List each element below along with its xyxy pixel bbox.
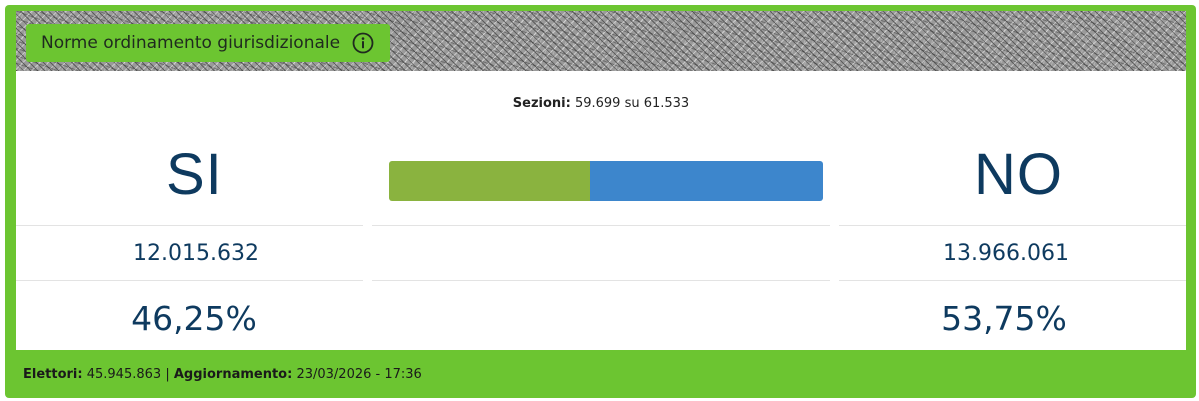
divider <box>839 280 1186 281</box>
bar-si-segment <box>389 161 590 201</box>
divider <box>16 280 363 281</box>
elettori-value: 45.945.863 <box>86 367 162 382</box>
bar-no-segment <box>589 161 823 201</box>
si-percent: 46,25% <box>131 299 257 338</box>
info-icon[interactable] <box>352 32 374 54</box>
divider <box>372 225 830 226</box>
divider <box>839 225 1186 226</box>
sezioni-value: 59.699 su 61.533 <box>574 96 690 111</box>
divider <box>372 280 830 281</box>
no-label: NO <box>974 142 1063 207</box>
elettori-label: Elettori: <box>23 367 83 382</box>
footer-separator: | <box>165 367 170 382</box>
no-votes: 13.966.061 <box>943 241 1069 266</box>
si-votes: 12.015.632 <box>133 241 259 266</box>
no-percent: 53,75% <box>941 299 1067 338</box>
card-header: Norme ordinamento giurisdizionale <box>16 11 1186 71</box>
referendum-title: Norme ordinamento giurisdizionale <box>41 33 341 53</box>
referendum-result-card: Norme ordinamento giurisdizionale Sezion… <box>5 5 1196 398</box>
result-bar <box>389 161 823 201</box>
aggiornamento-label: Aggiornamento: <box>173 367 293 382</box>
sezioni-label: Sezioni: <box>512 96 571 111</box>
footer-info: Elettori: 45.945.863 | Aggiornamento: 23… <box>23 367 422 382</box>
sezioni-counter: Sezioni: 59.699 su 61.533 <box>16 96 1186 111</box>
aggiornamento-value: 23/03/2026 - 17:36 <box>296 367 422 382</box>
title-pill[interactable]: Norme ordinamento giurisdizionale <box>26 24 391 62</box>
result-panel: Norme ordinamento giurisdizionale Sezion… <box>16 11 1186 350</box>
si-label: SI <box>166 142 223 207</box>
divider <box>16 225 363 226</box>
